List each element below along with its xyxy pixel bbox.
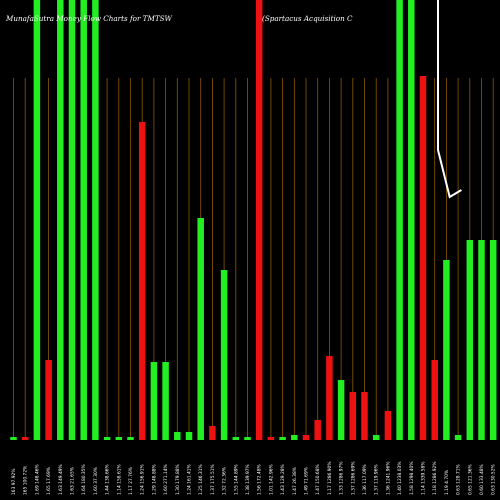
chart-title-left: MunafaSutra Money Flow Charts for TMTSW <box>5 14 173 23</box>
bar <box>372 435 380 440</box>
bar <box>92 0 99 440</box>
bar <box>361 392 368 440</box>
x-tick-label: 1.17 27.76% <box>128 467 134 495</box>
x-tick-labels: 163 97.92% 165 100.72% 1.69 148.46% 1.65 17… <box>11 461 497 495</box>
bar <box>185 432 193 440</box>
bar <box>255 0 263 440</box>
bar <box>174 432 181 440</box>
bar <box>68 0 76 440</box>
bar <box>244 437 251 440</box>
x-tick-label: 1.63 149.49% <box>58 464 64 495</box>
x-tick-label: 1.19 4.70% <box>444 470 450 495</box>
bar <box>80 0 87 440</box>
x-tick-label: 1.44 138.66% <box>105 464 111 495</box>
x-tick-label: 1.36 117.09% <box>362 464 368 495</box>
bar <box>396 0 403 440</box>
bar <box>209 426 216 440</box>
bar <box>115 437 123 440</box>
x-tick-label: 1.43 129.28% <box>280 464 286 495</box>
bar <box>103 437 111 440</box>
chart-title-right: (Spartacus Acquisition C <box>262 14 353 23</box>
bar <box>150 362 158 440</box>
x-tick-label: 1.65 17.69% <box>46 467 52 495</box>
x-tick-label: 1.24 156.91% <box>140 464 146 495</box>
bar <box>197 218 204 440</box>
x-tick-label: 1.64 180.35% <box>81 464 87 495</box>
bar <box>138 122 146 440</box>
bar <box>443 260 450 440</box>
x-tick-label: 1.14 158.61% <box>116 464 122 495</box>
x-tick-label: 0.63 128.71% <box>456 464 462 495</box>
bar <box>337 380 345 440</box>
x-tick-label: 1.25 146.31% <box>198 464 204 495</box>
bar <box>291 435 298 440</box>
bar <box>326 356 333 440</box>
x-tick-label: 1.40 1238.03% <box>397 461 403 495</box>
bar <box>314 420 321 440</box>
x-tick-label: 1.63 21.65% <box>70 467 76 495</box>
bar <box>21 437 29 440</box>
x-tick-label: 1.36 1241.96% <box>385 461 391 495</box>
x-tick-label: 1.01 142.96% <box>268 464 274 495</box>
bar <box>232 437 240 440</box>
x-tick-label: 1.37 175.51% <box>210 464 216 495</box>
x-tick-label: 1.49 71.69% <box>304 467 310 495</box>
bar <box>408 0 415 440</box>
x-tick-label: 1.47 26.38% <box>292 467 298 495</box>
bar <box>220 270 228 440</box>
x-tick-label: 1.60 37.30% <box>93 467 99 495</box>
x-tick-label: 1.14 1339.58% <box>421 461 427 495</box>
bar <box>10 437 17 440</box>
trend-line-group <box>437 0 462 199</box>
x-tick-label: 1.33 1286.97% <box>339 461 345 495</box>
x-tick-label: 1.18 1286.92% <box>432 461 438 495</box>
bar <box>267 437 275 440</box>
x-tick-label: 1.58 1298.40% <box>409 461 415 495</box>
bar <box>454 435 462 440</box>
x-tick-label: 0.60 133.48% <box>479 464 485 495</box>
x-tick-label: 163 97.92% <box>11 468 17 495</box>
bar <box>419 76 427 440</box>
bar <box>302 435 310 440</box>
x-tick-label: 1.37 119.96% <box>374 464 380 495</box>
x-tick-label: 1.37 1286.69% <box>350 461 356 495</box>
bar <box>489 240 497 440</box>
x-tick-label: 1.60 271.14% <box>163 464 169 495</box>
x-tick-label: 1.24 161.41% <box>187 464 193 495</box>
x-tick-label: 1.38 139.97% <box>245 464 251 495</box>
bar <box>127 437 134 440</box>
x-tick-label: 1.17 1286.90% <box>327 461 333 495</box>
x-tick-label: 0.63 130.52% <box>491 464 497 495</box>
bar <box>384 411 392 440</box>
bar <box>45 360 52 440</box>
x-tick-label: 165 100.72% <box>23 466 29 495</box>
bar <box>466 240 474 440</box>
x-tick-label: 1.55 144.89% <box>233 464 239 495</box>
bar <box>279 437 286 440</box>
bars-group <box>10 0 497 440</box>
x-tick-label: 1.32 72.36% <box>222 467 228 495</box>
bar <box>478 240 485 440</box>
bar <box>349 392 357 440</box>
x-tick-label: 1.29 148.88% <box>151 464 157 495</box>
bar <box>431 360 438 440</box>
x-tick-label: 1.69 148.46% <box>34 464 40 495</box>
bar <box>33 0 41 440</box>
x-tick-label: 1.30 179.88% <box>175 464 181 495</box>
trend-line <box>437 0 462 199</box>
x-tick-label: 1.47 150.68% <box>315 464 321 495</box>
bar <box>162 362 169 440</box>
x-tick-label: 0.65 121.36% <box>467 464 473 495</box>
x-tick-label: 1.56 172.48% <box>257 464 263 495</box>
bar <box>57 0 64 440</box>
